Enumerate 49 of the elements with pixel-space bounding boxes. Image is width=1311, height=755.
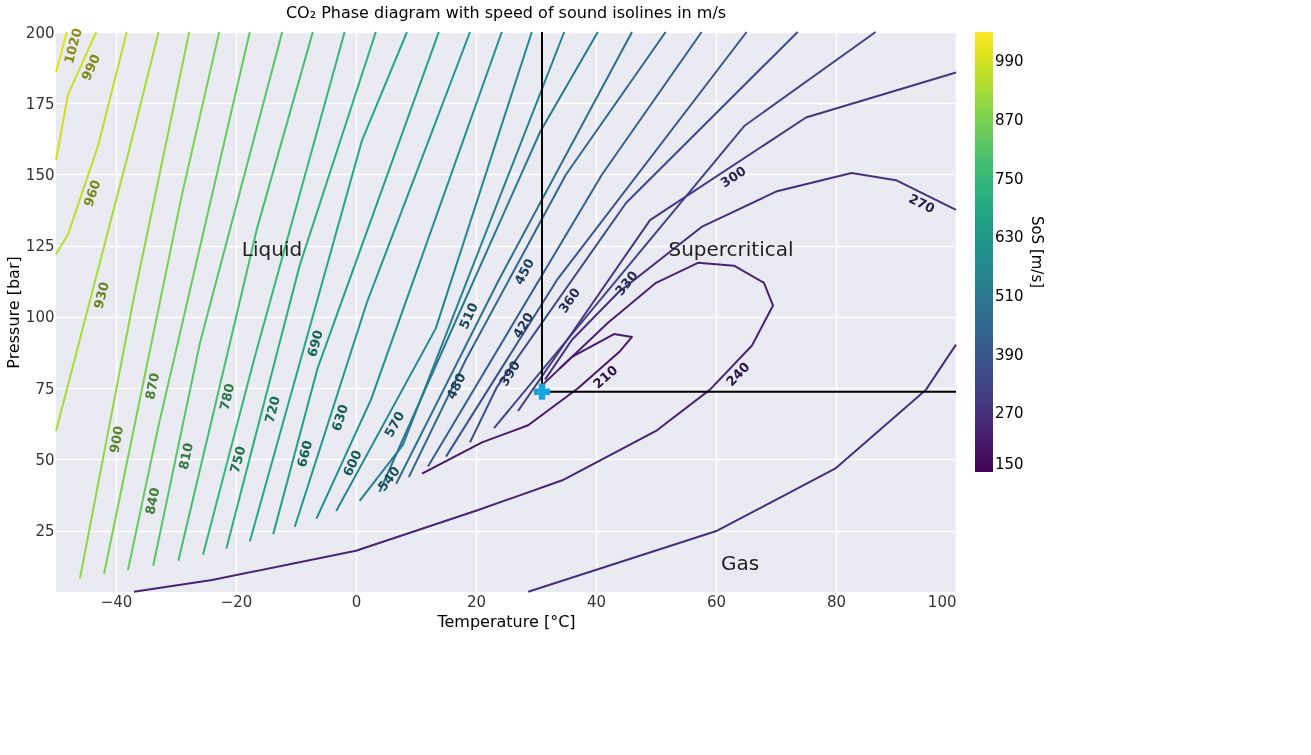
color-bar-label: 390: [995, 345, 1024, 364]
text: 840: [142, 486, 163, 516]
text: 480: [443, 370, 469, 402]
text: 270: [906, 190, 938, 217]
color-bar-title: SoS [m/s]: [1028, 215, 1046, 289]
color-bar-label: 870: [995, 111, 1024, 129]
text: 450: [511, 256, 538, 288]
x-tick-label: 100: [927, 592, 957, 611]
text: 300: [717, 163, 749, 191]
text: 870: [142, 371, 163, 401]
color-bar-label: 990: [995, 52, 1024, 71]
color-bar-label: 510: [995, 287, 1024, 305]
x-tick-label: −40: [100, 592, 133, 611]
color-bar-label: 750: [995, 169, 1024, 188]
color-bar-label: 630: [995, 228, 1024, 247]
text: 660: [293, 438, 316, 469]
chart-title: CO₂ Phase diagram with speed of sound isolines in m/s: [285, 3, 727, 22]
x-tick-label: 80: [826, 592, 847, 611]
text: 630: [328, 402, 352, 433]
y-tick-label: 125: [25, 237, 55, 256]
text: 900: [106, 424, 127, 455]
text: 570: [381, 408, 408, 440]
text: 690: [304, 328, 326, 359]
text: 930: [90, 280, 112, 311]
y-tick-label: 25: [35, 522, 55, 541]
text: 600: [339, 447, 365, 479]
x-tick-label: 0: [351, 592, 362, 611]
color-bar-label: 270: [995, 404, 1024, 423]
y-tick-label: 175: [25, 94, 55, 113]
text: 780: [216, 381, 238, 412]
text: 720: [261, 394, 283, 425]
text: 810: [175, 441, 197, 471]
y-tick-label: 200: [25, 23, 55, 42]
x-axis-title: Temperature [°C]: [436, 611, 576, 631]
x-tick-label: −20: [220, 592, 253, 611]
y-tick-label: 50: [35, 450, 55, 469]
text: 960: [80, 177, 104, 209]
annotation: Supercritical: [668, 237, 794, 262]
color-bar-label: 150: [995, 455, 1024, 473]
x-tick-label: 60: [706, 592, 727, 611]
y-tick-label: 75: [35, 379, 55, 398]
x-tick-label: 40: [586, 592, 607, 611]
y-axis-title: Pressure [bar]: [3, 256, 23, 369]
x-tick-label: 20: [466, 592, 487, 611]
text: 510: [456, 300, 481, 332]
y-tick-label: 150: [25, 165, 55, 184]
y-tick-label: 100: [25, 308, 55, 327]
annotation: Gas: [720, 551, 760, 575]
text: 750: [227, 444, 249, 475]
